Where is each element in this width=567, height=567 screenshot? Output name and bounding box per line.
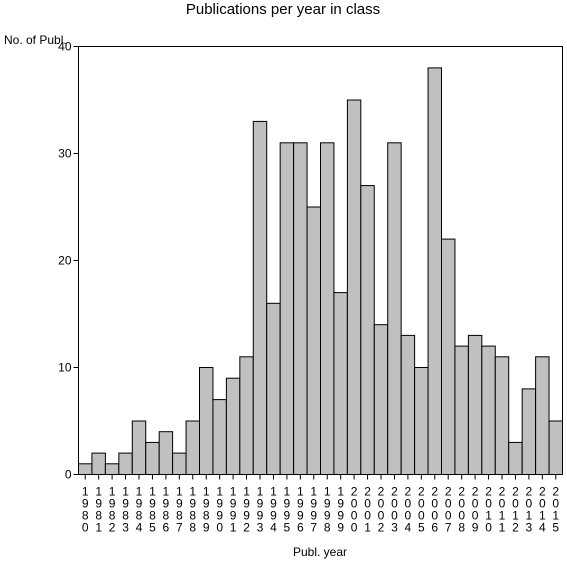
- bar-1981: [91, 452, 106, 476]
- bar-2005: [414, 367, 429, 475]
- bar-1982: [104, 463, 120, 475]
- bar-2010: [481, 345, 496, 475]
- bar-2014: [535, 356, 550, 475]
- x-axis: 1 9 8 0 1 9 8 1 1 9 8 2 1 9 8 3 1 9 8 4 1 9 8 5 1 9 8 6 1 9 8 7 1 9 8 8 1 9 8 9…: [82, 474, 559, 535]
- bar-2001: [360, 185, 375, 475]
- bar-2006: [427, 67, 442, 476]
- bar-1994: [266, 302, 281, 475]
- bar-1992: [239, 356, 254, 475]
- bar-2015: [548, 420, 563, 475]
- bar-1998: [320, 142, 335, 476]
- y-tick-label: 0: [65, 468, 72, 482]
- bar-1999: [333, 292, 348, 475]
- bar-2003: [387, 142, 402, 476]
- bar-1996: [293, 142, 308, 476]
- bar-1990: [212, 399, 227, 476]
- bar-1987: [172, 452, 187, 476]
- bar-1984: [131, 420, 147, 475]
- bar-2000: [346, 99, 362, 475]
- bar-1983: [118, 452, 133, 476]
- bar-1993: [252, 120, 268, 476]
- bar-1986: [158, 431, 174, 476]
- bar-2012: [508, 441, 523, 475]
- bar-1988: [185, 420, 200, 475]
- y-tick-label: 10: [58, 361, 72, 375]
- bar-2008: [454, 345, 469, 475]
- bars-group: [78, 67, 563, 476]
- y-axis-label: No. of Publ.: [4, 33, 67, 47]
- bar-2002: [373, 324, 389, 476]
- x-axis-label: Publ. year: [293, 545, 347, 559]
- bar-2007: [441, 238, 456, 475]
- y-axis: 0 10 20 30 40: [58, 40, 79, 482]
- y-tick-label: 30: [58, 147, 72, 161]
- bar-2013: [521, 388, 537, 475]
- bar-1997: [306, 206, 321, 475]
- bar-1980: [78, 463, 93, 475]
- bar-2011: [494, 356, 510, 475]
- plot-frame: [78, 46, 563, 475]
- chart-title: Publications per year in class: [186, 1, 380, 18]
- y-tick-label: 20: [58, 254, 72, 268]
- bar-1991: [225, 377, 241, 476]
- bar-1989: [199, 367, 214, 475]
- bar-1995: [279, 142, 295, 476]
- bar-2009: [467, 334, 483, 475]
- bar-1985: [145, 441, 160, 475]
- bar-2004: [400, 334, 416, 475]
- y-tick-label: 40: [58, 40, 72, 54]
